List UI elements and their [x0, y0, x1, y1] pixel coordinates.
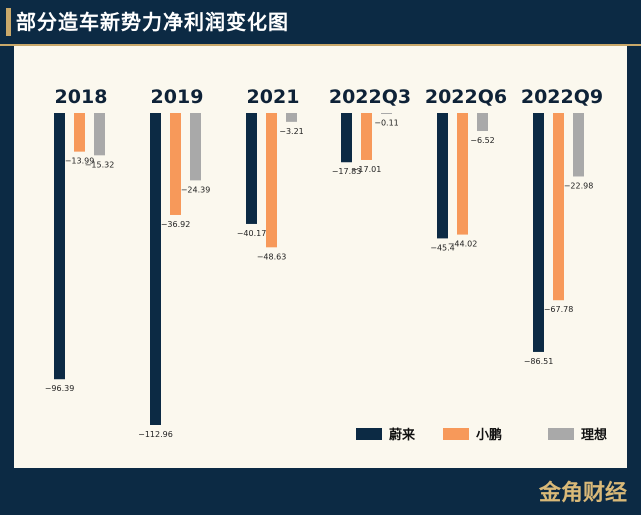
- value-label-小鹏-2022Q6: −44.02: [448, 240, 478, 249]
- value-label-蔚来-2021: −40.17: [237, 229, 267, 238]
- category-label-2022Q3: 2022Q3: [329, 86, 411, 108]
- legend-swatch-小鹏: [443, 428, 469, 440]
- brand-logo-text: 金角财经: [538, 480, 627, 506]
- bar-蔚来-2019: [150, 113, 161, 425]
- left-frame-bar: [0, 46, 14, 470]
- value-label-蔚来-2022Q6: −45.4: [430, 243, 455, 252]
- value-label-蔚来-2018: −96.39: [45, 384, 75, 393]
- legend-label-理想: 理想: [581, 427, 607, 443]
- value-label-理想-2018: −15.32: [85, 160, 115, 169]
- legend-swatch-蔚来: [356, 428, 382, 440]
- category-label-2022Q9: 2022Q9: [521, 86, 603, 108]
- legend-label-小鹏: 小鹏: [476, 427, 502, 443]
- value-label-理想-2022Q9: −22.98: [564, 181, 594, 190]
- header-divider: [0, 44, 641, 46]
- value-label-小鹏-2022Q3: −17.01: [352, 165, 382, 174]
- bar-小鹏-2019: [170, 113, 181, 215]
- bar-蔚来-2022Q6: [437, 113, 448, 239]
- bar-蔚来-2018: [54, 113, 65, 380]
- value-label-小鹏-2022Q9: −67.78: [544, 305, 574, 314]
- page-title: 部分造车新势力净利润变化图: [16, 10, 289, 34]
- value-label-理想-2021: −3.21: [279, 127, 304, 136]
- value-label-理想-2022Q6: −6.52: [470, 136, 495, 145]
- bar-理想-2022Q3: [381, 113, 392, 114]
- bar-理想-2018: [94, 113, 105, 156]
- value-label-小鹏-2018: −13.99: [65, 157, 95, 166]
- bar-蔚来-2021: [246, 113, 257, 224]
- bar-小鹏-2021: [266, 113, 277, 248]
- header-accent-mark: [6, 8, 11, 36]
- value-label-小鹏-2019: −36.92: [161, 220, 191, 229]
- bar-理想-2022Q9: [573, 113, 584, 177]
- bar-小鹏-2018: [74, 113, 85, 152]
- bar-蔚来-2022Q9: [533, 113, 544, 352]
- legend-swatch-理想: [548, 428, 574, 440]
- bar-蔚来-2022Q3: [341, 113, 352, 163]
- legend-label-蔚来: 蔚来: [389, 427, 416, 443]
- value-label-小鹏-2021: −48.63: [257, 252, 287, 261]
- bar-小鹏-2022Q6: [457, 113, 468, 235]
- category-label-2021: 2021: [247, 86, 300, 108]
- bar-理想-2019: [190, 113, 201, 181]
- bar-理想-2022Q6: [477, 113, 488, 132]
- bar-小鹏-2022Q9: [553, 113, 564, 301]
- bar-理想-2021: [286, 113, 297, 122]
- category-label-2019: 2019: [151, 86, 204, 108]
- value-label-蔚来-2019: −112.96: [138, 430, 173, 439]
- footer-bar: [0, 468, 641, 515]
- header-bar: [0, 0, 641, 44]
- value-label-理想-2019: −24.39: [181, 185, 211, 194]
- category-label-2018: 2018: [55, 86, 108, 108]
- category-label-2022Q6: 2022Q6: [425, 86, 507, 108]
- value-label-蔚来-2022Q9: −86.51: [524, 357, 554, 366]
- value-label-理想-2022Q3: −0.11: [374, 118, 399, 127]
- bar-小鹏-2022Q3: [361, 113, 372, 160]
- right-frame-bar: [627, 46, 641, 470]
- value-label-蔚来-2022Q3: −17.83: [332, 167, 362, 176]
